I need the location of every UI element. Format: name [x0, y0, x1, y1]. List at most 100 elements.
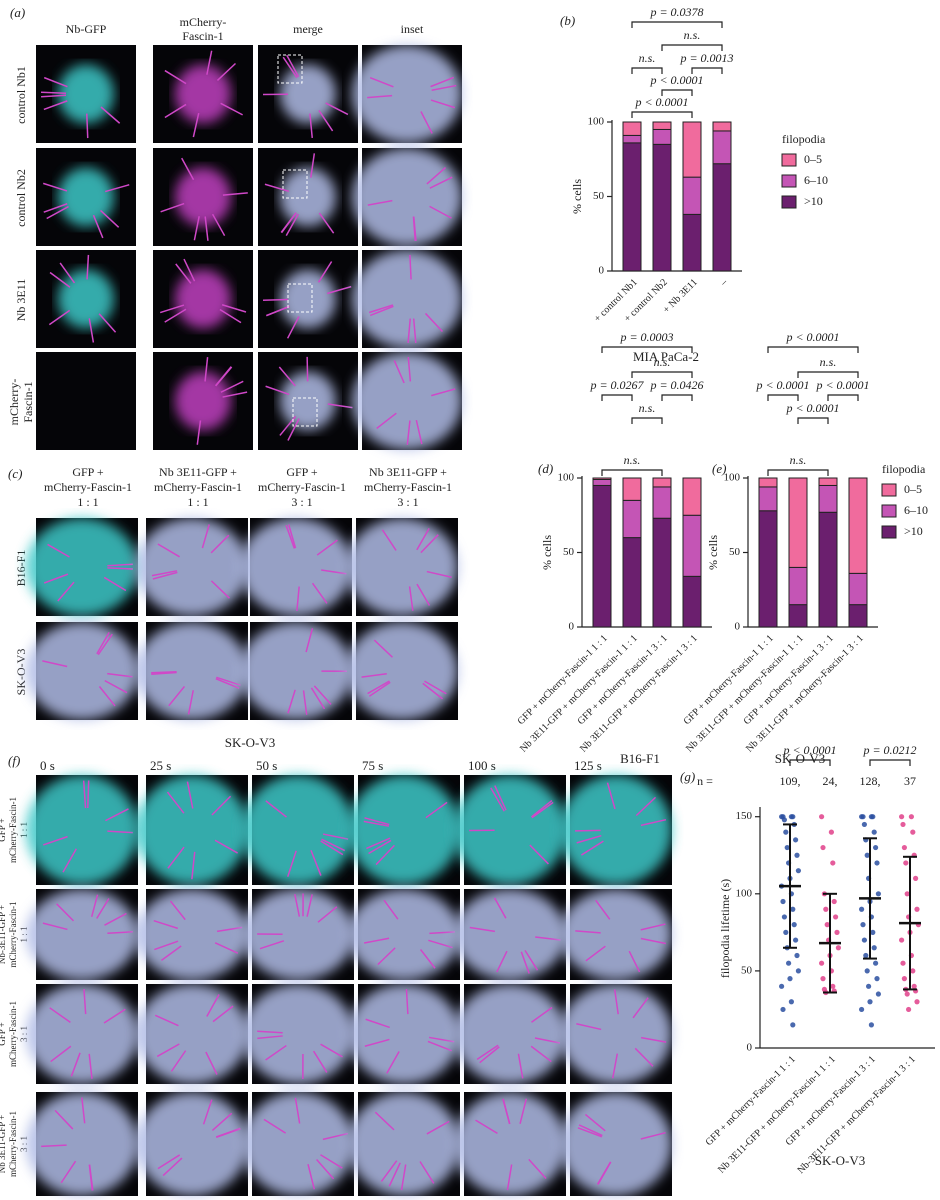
y-axis-label: % cells — [706, 535, 720, 570]
micrograph — [36, 250, 136, 348]
label: mCherry-Fascin-1 — [258, 480, 346, 494]
filopodium — [220, 380, 244, 393]
bar-segment — [682, 514, 702, 577]
micrograph — [36, 148, 136, 246]
cell — [559, 1092, 673, 1196]
filopodium — [50, 1045, 72, 1063]
panel-label: (g) — [680, 769, 695, 784]
dot — [794, 952, 800, 959]
cell — [135, 984, 248, 1084]
bar-segment — [758, 477, 778, 488]
dot — [859, 1006, 865, 1013]
dot — [871, 829, 877, 835]
filopodium — [426, 1120, 450, 1135]
micrograph — [453, 775, 566, 885]
dot — [910, 829, 916, 835]
micrograph — [258, 148, 358, 246]
dot — [913, 875, 919, 881]
label: Nb-3E11-GFP + — [0, 905, 7, 964]
micrograph — [352, 148, 462, 246]
cell — [347, 1092, 460, 1196]
y-tick-label: 100 — [588, 116, 605, 128]
filopodium — [640, 1131, 666, 1140]
filopodium — [82, 780, 87, 809]
filopodium — [287, 689, 296, 714]
bar-segment — [652, 128, 672, 145]
filopodium — [294, 894, 301, 917]
annotation: p < 0.0001 — [785, 401, 839, 415]
filopodium — [317, 261, 333, 283]
bar-segment — [848, 604, 868, 628]
label: mCherry-Fascin-1 — [8, 1111, 18, 1177]
label: mCherry-Fascin-1 — [154, 480, 242, 494]
filopodium — [104, 679, 128, 694]
cell — [352, 352, 462, 450]
filopodium — [380, 1160, 398, 1182]
filopodium — [640, 923, 666, 931]
filopodium — [320, 840, 344, 856]
filopodium — [49, 1007, 71, 1023]
y-tick-label: 0 — [569, 621, 575, 633]
dot — [868, 1022, 875, 1028]
filopodium — [285, 525, 296, 549]
filopodium — [407, 318, 411, 343]
bracket — [767, 346, 859, 353]
bar-segment — [712, 163, 732, 272]
bar-segment — [652, 517, 672, 628]
cell — [559, 775, 673, 885]
bracket — [797, 371, 859, 378]
inset-box — [292, 397, 318, 427]
annotation: p = 0.0212 — [862, 743, 916, 757]
filopodium — [88, 1053, 93, 1079]
filopodium — [585, 945, 606, 962]
bar-segment — [622, 134, 642, 144]
micrograph — [25, 518, 138, 616]
filopodium — [529, 844, 549, 865]
filopodium — [70, 1052, 81, 1077]
filopodium — [196, 420, 202, 445]
annotation: n.s. — [654, 355, 671, 369]
micrograph — [352, 45, 462, 143]
filopodium — [430, 76, 454, 88]
filopodium — [320, 1043, 343, 1058]
filopodium — [219, 308, 242, 324]
panel-label: (a) — [10, 5, 25, 20]
filopodium — [493, 897, 507, 919]
filopodium — [640, 1036, 667, 1043]
annotation: p = 0.0426 — [649, 378, 703, 392]
filopodium — [86, 113, 89, 139]
filopodium — [175, 263, 192, 284]
filopodium — [43, 100, 68, 111]
bar-segment — [712, 121, 732, 132]
filopodium — [62, 848, 77, 873]
legend-swatch — [781, 174, 797, 188]
filopodium — [151, 671, 177, 676]
legend-swatch — [881, 483, 897, 497]
filopodium — [496, 950, 508, 973]
dot — [870, 929, 876, 935]
filopodium — [107, 567, 133, 570]
n-label: 128, — [860, 774, 881, 788]
filopodium — [596, 1161, 612, 1185]
bracket — [601, 394, 633, 401]
cell — [25, 622, 138, 720]
filopodium — [469, 926, 496, 933]
bar-segment — [788, 604, 808, 628]
filopodium — [215, 1127, 241, 1138]
filopodium — [169, 900, 186, 921]
x-axis-label: B16-F1 — [620, 751, 660, 766]
filopodium — [287, 850, 297, 877]
dot — [819, 814, 825, 820]
filopodium — [312, 1050, 328, 1073]
dot — [875, 891, 882, 897]
bracket — [631, 67, 663, 74]
filopodium — [212, 1005, 234, 1023]
micrograph — [241, 1092, 354, 1196]
filopodium — [363, 820, 390, 827]
cell — [58, 167, 114, 227]
dot — [781, 817, 788, 823]
filopodium — [635, 796, 657, 817]
dot — [874, 976, 880, 982]
dot — [784, 844, 790, 851]
filopodium — [81, 1097, 86, 1124]
